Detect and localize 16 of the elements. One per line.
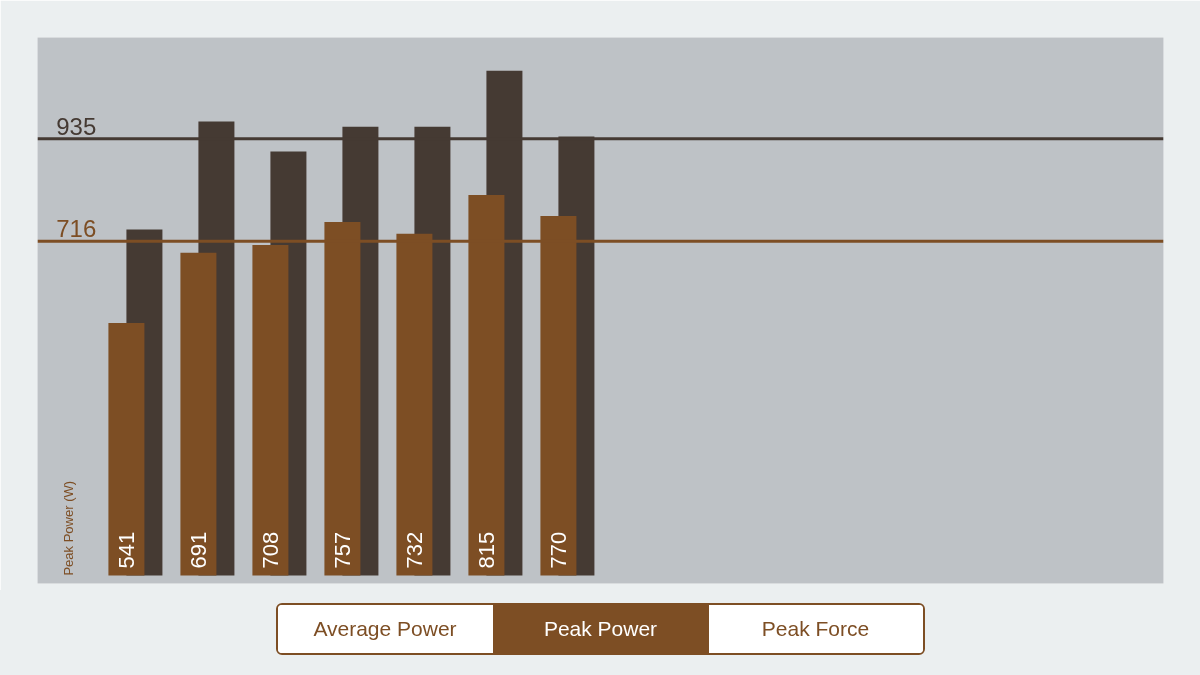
data-label: 708 <box>257 531 283 569</box>
data-label: 541 <box>113 531 139 569</box>
ref-line-label: 716 <box>56 215 97 243</box>
data-label: 691 <box>185 531 211 569</box>
bar <box>252 244 289 576</box>
data-label: 815 <box>473 531 499 569</box>
data-label: 757 <box>329 531 355 569</box>
text: Peak Force <box>707 605 923 653</box>
bar <box>108 322 145 576</box>
data-label: 770 <box>545 531 571 569</box>
ref-line-label: 935 <box>56 112 97 140</box>
data-label: 732 <box>401 531 427 569</box>
text: Average Power <box>277 605 493 653</box>
y-axis-title: Peak Power (W) <box>61 480 77 576</box>
text: Peak Power <box>492 605 708 653</box>
bar <box>180 252 217 576</box>
